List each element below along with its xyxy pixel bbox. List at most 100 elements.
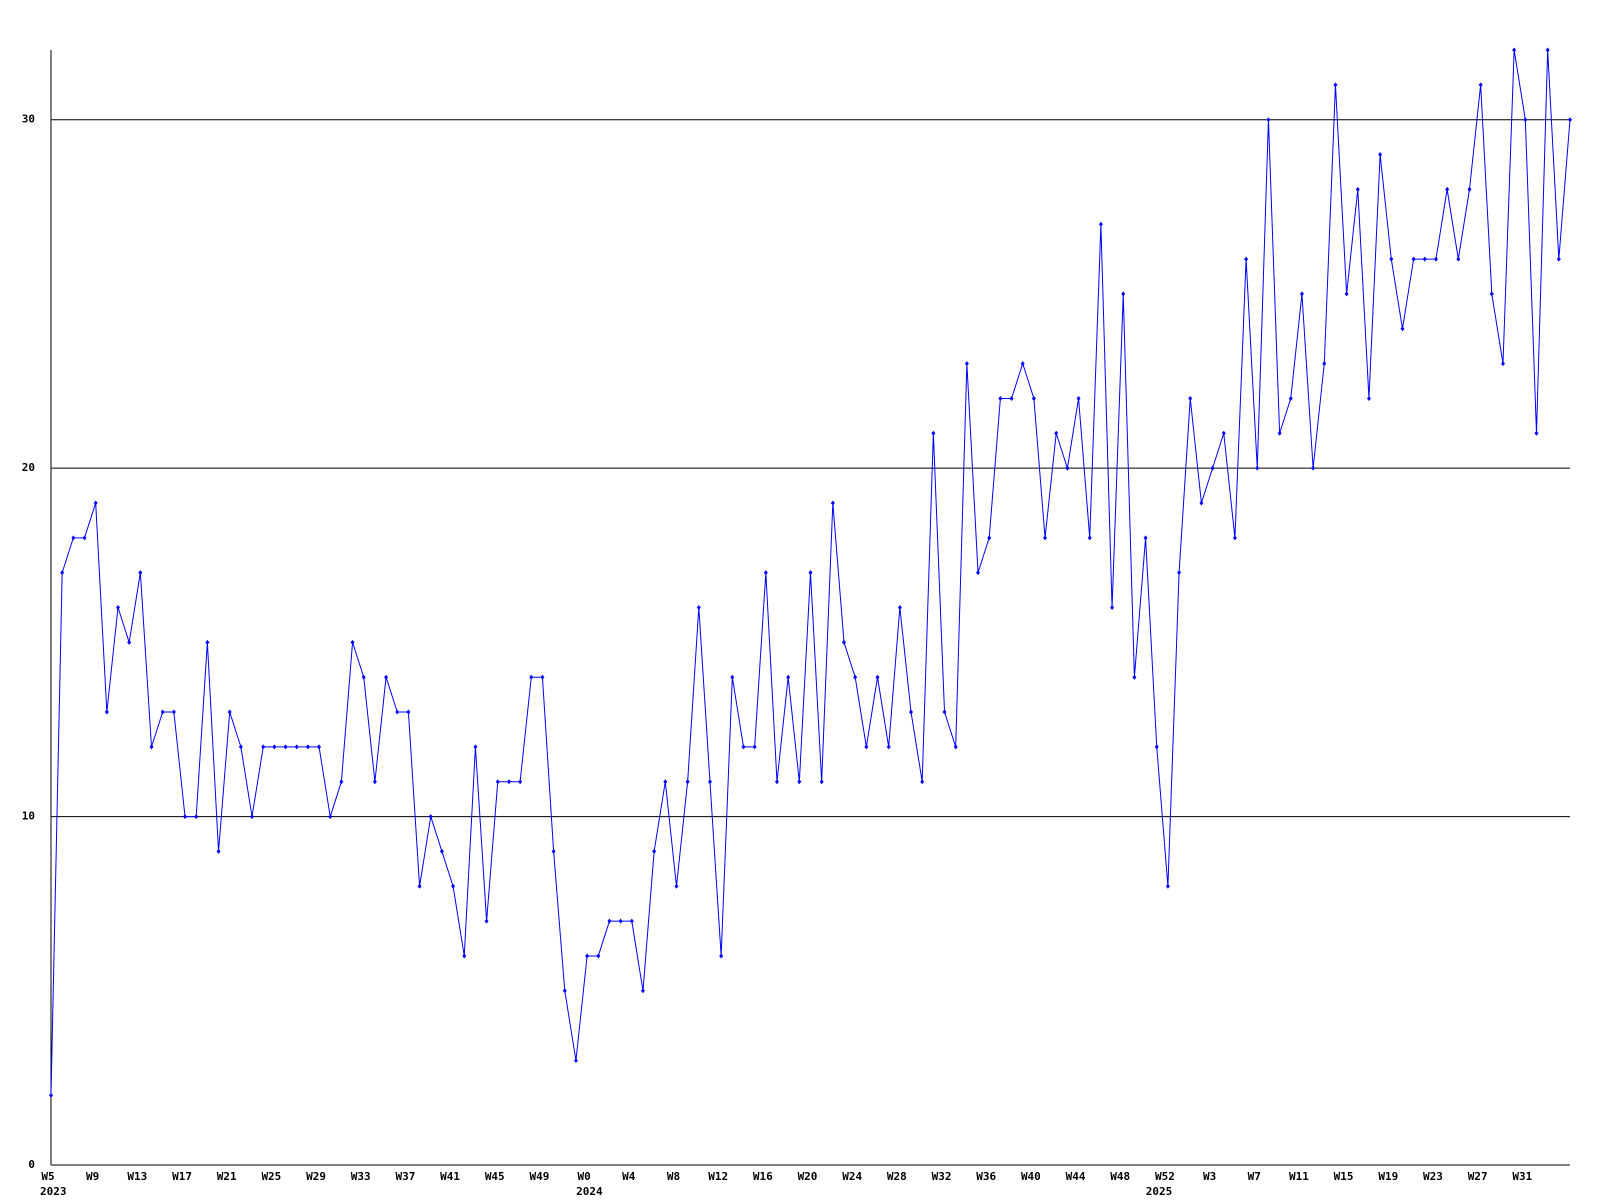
point [1378, 152, 1383, 158]
point [842, 639, 847, 645]
point [618, 918, 623, 924]
point [640, 988, 645, 994]
point [573, 1057, 578, 1063]
point [1456, 256, 1461, 262]
point [305, 744, 310, 750]
x-tick-label: W28 [887, 1170, 907, 1183]
point [652, 848, 657, 854]
point [540, 674, 545, 680]
point [1065, 465, 1070, 471]
point [205, 639, 210, 645]
point [1132, 674, 1137, 680]
x-tick-label: W25 [261, 1170, 281, 1183]
point [853, 674, 858, 680]
point [529, 674, 534, 680]
x-tick-label: W8 [667, 1170, 680, 1183]
point [506, 779, 511, 785]
point [473, 744, 478, 750]
x-tick-label: W21 [217, 1170, 237, 1183]
point [1199, 500, 1204, 506]
y-tick-label: 30 [22, 113, 35, 126]
point [1445, 186, 1450, 192]
point [1177, 570, 1182, 576]
point [1098, 221, 1103, 227]
point [663, 779, 668, 785]
point [1523, 117, 1528, 123]
point [127, 639, 132, 645]
point [786, 674, 791, 680]
point [976, 570, 981, 576]
point [183, 814, 188, 820]
point [1121, 291, 1126, 297]
point [428, 814, 433, 820]
point [741, 744, 746, 750]
point [1366, 395, 1371, 401]
point [585, 953, 590, 959]
year-label: 2023 [40, 1185, 67, 1198]
point [596, 953, 601, 959]
point [1110, 605, 1115, 610]
point [909, 709, 914, 715]
point [361, 674, 366, 680]
x-tick-label: W33 [351, 1170, 371, 1183]
point [774, 779, 779, 785]
point [1411, 256, 1416, 262]
x-tick-label: W16 [753, 1170, 773, 1183]
y-tick-label: 10 [22, 810, 35, 823]
point [1400, 326, 1405, 332]
point [317, 744, 322, 750]
point [283, 744, 288, 750]
point [875, 674, 880, 680]
x-tick-label: W20 [798, 1170, 818, 1183]
point [116, 605, 121, 610]
point [138, 570, 143, 576]
point [1299, 291, 1304, 297]
point [629, 918, 634, 924]
point [1009, 395, 1014, 401]
x-tick-label: W49 [530, 1170, 550, 1183]
point [339, 779, 344, 785]
x-tick-label: W32 [932, 1170, 952, 1183]
point [518, 779, 523, 785]
point [462, 953, 467, 959]
point [987, 535, 992, 541]
point [484, 918, 489, 924]
point [1534, 430, 1539, 436]
point [1333, 82, 1338, 88]
point [82, 535, 87, 541]
point [194, 814, 199, 820]
point [395, 709, 400, 715]
point [1165, 883, 1170, 889]
point [1076, 395, 1081, 401]
point [495, 779, 500, 785]
point [964, 361, 969, 367]
x-tick-label: W41 [440, 1170, 460, 1183]
x-tick-label: W24 [842, 1170, 862, 1183]
point [1054, 430, 1059, 436]
point [372, 779, 377, 785]
point [294, 744, 299, 750]
point [931, 430, 936, 436]
x-tick-label: W27 [1468, 1170, 1488, 1183]
point [1311, 465, 1316, 471]
point [696, 605, 701, 610]
x-tick-label: W44 [1066, 1170, 1086, 1183]
point [384, 674, 389, 680]
point [1031, 395, 1036, 401]
point [1545, 47, 1550, 53]
point [830, 500, 835, 506]
point [1188, 395, 1193, 401]
point [350, 639, 355, 645]
x-tick-label: W4 [622, 1170, 636, 1183]
y-tick-label: 20 [22, 461, 35, 474]
point [685, 779, 690, 785]
point [1232, 535, 1237, 541]
point [171, 709, 176, 715]
point [763, 570, 768, 576]
point [607, 918, 612, 924]
point [1277, 430, 1282, 436]
point [451, 883, 456, 889]
point [1389, 256, 1394, 262]
point [1512, 47, 1517, 53]
